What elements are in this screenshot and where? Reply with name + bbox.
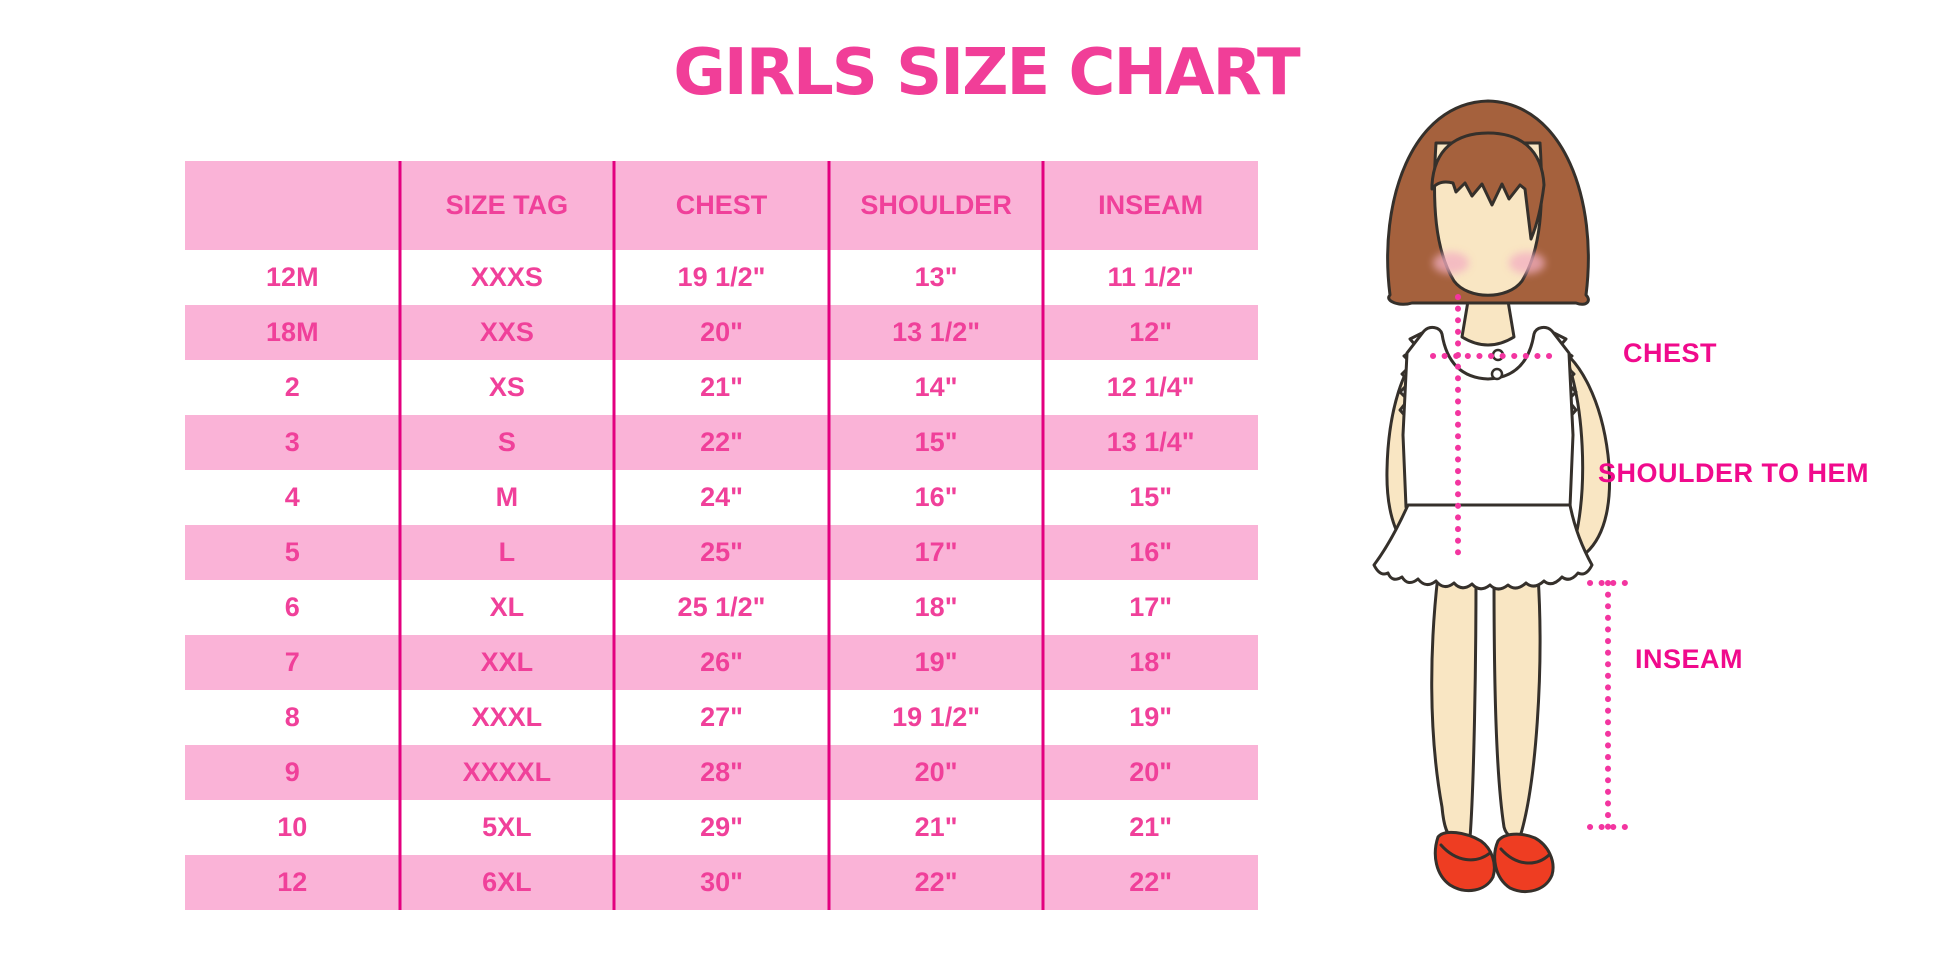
table-cell: 19 1/2" [892, 702, 981, 732]
dress-button [1490, 367, 1504, 381]
right-blush [1509, 252, 1545, 274]
table-row: 9 XXXXL 28" 20" 20" [185, 745, 1258, 800]
table-cell: 8 [284, 702, 300, 732]
right-leg [1492, 573, 1542, 839]
left-leg [1430, 573, 1478, 840]
table-row: 4 M 24" 16" 15" [185, 470, 1258, 525]
table-cell: 7 [284, 647, 300, 677]
table-cell: 19" [914, 647, 958, 677]
table-cell: 12 [277, 867, 308, 897]
bangs [1430, 131, 1546, 241]
table-header-cell: SHOULDER HEM [860, 190, 1012, 220]
left-shoe-strap [1439, 843, 1492, 862]
table-header-cell: INSEAM [1098, 190, 1204, 220]
table-cell: XXS [479, 317, 534, 347]
table-row: 7 XXL 26" 19" 18" [185, 635, 1258, 690]
table-cell: 5 [284, 537, 300, 567]
table-cell: 13" [914, 262, 958, 292]
right-shoe-strap [1499, 847, 1551, 865]
table-cell: 25" [700, 537, 743, 567]
table-cell: 19 1/2" [677, 262, 766, 292]
table-cell: 4 [284, 482, 300, 512]
table-cell: 30" [700, 867, 743, 897]
table-cell: 15" [1129, 482, 1173, 512]
table-cell: 29" [700, 812, 743, 842]
table-cell: 11 1/2" [1107, 262, 1194, 292]
table-cell: 20" [700, 317, 743, 347]
table-cell: 3 [284, 427, 300, 457]
table-cell: 21" [700, 372, 743, 402]
table-cell: 12" [1129, 317, 1173, 347]
table-cell: 18M [266, 317, 319, 347]
table-cell: XXXL [471, 702, 543, 732]
table-cell: 27" [700, 702, 743, 732]
left-shoe [1433, 830, 1496, 893]
table-cell: 6XL [482, 867, 532, 897]
table-header-cell [185, 161, 400, 250]
table-cell: 6 [284, 592, 300, 622]
table-cell: XL [489, 592, 525, 622]
table-cell: 20" [914, 757, 958, 787]
table-cell: XXXXL [462, 757, 552, 787]
table-cell: 18" [1129, 647, 1173, 677]
table-cell: 5XL [482, 812, 532, 842]
table-cell: 16" [1129, 537, 1173, 567]
table-cell: 20" [1129, 757, 1173, 787]
table-cell: 16" [914, 482, 958, 512]
left-blush [1433, 252, 1469, 274]
table-body: 12M XXXS 19 1/2" 13" 11 1/2" 18M XXS 20" 13 1/2"… [185, 250, 1258, 910]
table-cell: 14" [914, 372, 958, 402]
table-cell: 9 [284, 757, 300, 787]
table-cell: XXL [480, 647, 534, 677]
girl-illustration [1372, 99, 1630, 893]
table-cell: XS [488, 372, 525, 402]
table-cell: 13 1/2" [892, 317, 981, 347]
table-row: 6 XL 25 1/2" 18" 17" [185, 580, 1258, 635]
table-cell: 28" [700, 757, 743, 787]
table-cell: 2 [284, 372, 300, 402]
table-header-cell: CHEST [675, 190, 768, 220]
dress-skirt [1372, 503, 1594, 591]
table-cell: M [495, 482, 519, 512]
table-cell: 26" [700, 647, 743, 677]
table-row: 10 5XL 29" 21" 21" [185, 800, 1258, 855]
table-cell: L [498, 537, 516, 567]
table-row: 3 S 22" 15" 13 1/4" [185, 415, 1258, 470]
table-cell: S [497, 427, 516, 457]
table-cell: 22" [914, 867, 958, 897]
table-cell: 25 1/2" [677, 592, 766, 622]
page-title: GIRLS SIZE CHART [673, 36, 1300, 110]
inseam-label: INSEAM [1635, 644, 1744, 674]
table-cell: 10 [277, 812, 308, 842]
table-cell: 21" [1129, 812, 1173, 842]
size-table: SIZE TAG CHEST SHOULDER HEM INSEAM 12MXX… [185, 161, 1258, 910]
table-row: 18M XXS 20" 13 1/2" 12" [185, 305, 1258, 360]
table-cell: 22" [700, 427, 743, 457]
table-cell: 12M [266, 262, 319, 292]
table-row: 8 XXXL 27" 19 1/2" 19" [185, 690, 1258, 745]
table-cell: 17" [1129, 592, 1173, 622]
chest-label: CHEST [1623, 338, 1718, 368]
table-header-row: SIZE TAG CHEST SHOULDER HEM INSEAM [185, 161, 1258, 250]
table-cell: 19" [1129, 702, 1173, 732]
table-cell: 13 1/4" [1106, 427, 1195, 457]
table-cell: 22" [1129, 867, 1173, 897]
table-cell: 21" [914, 812, 958, 842]
table-cell: 15" [914, 427, 958, 457]
table-header-cell: SIZE TAG [445, 190, 569, 220]
table-row: 12 6XL 30" 22" 22" [185, 855, 1258, 910]
table-row: 2 XS 21" 14" 12 1/4" [185, 360, 1258, 415]
shoulder-to-hem-label: SHOULDER TO HEM [1598, 458, 1870, 488]
table-cell: 18" [914, 592, 958, 622]
table-row: 5 L 25" 17" 16" [185, 525, 1258, 580]
table-cell: 17" [914, 537, 958, 567]
table-cell: XXXS [470, 262, 543, 292]
table-cell: 24" [700, 482, 743, 512]
table-row: 12M XXXS 19 1/2" 13" 11 1/2" [185, 250, 1258, 305]
table-cell: 12 1/4" [1106, 372, 1195, 402]
